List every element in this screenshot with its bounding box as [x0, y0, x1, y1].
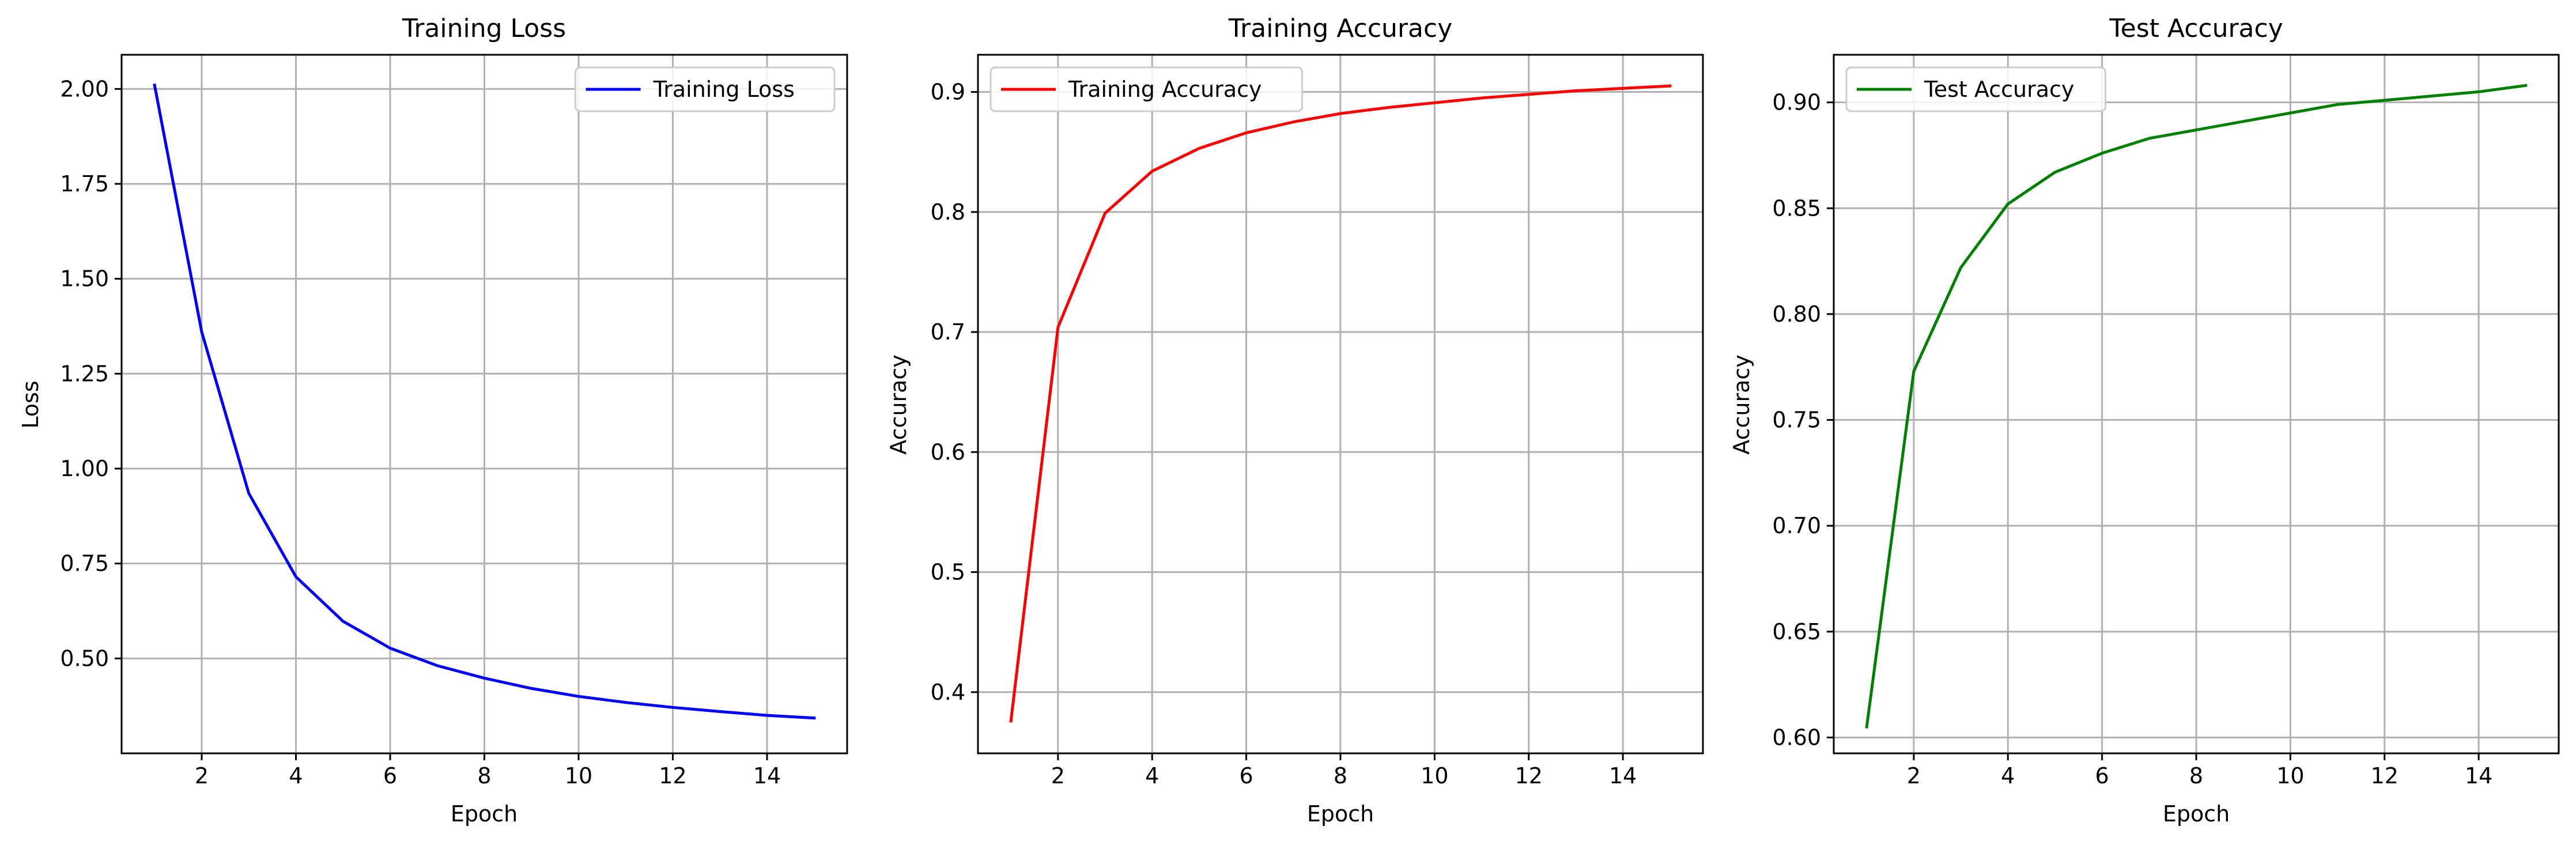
- y-axis-label: Loss: [18, 380, 43, 428]
- legend: Test Accuracy: [1845, 66, 2106, 112]
- y-axis-label: Accuracy: [1729, 354, 1754, 455]
- x-tick-label: 14: [753, 763, 781, 789]
- x-tick-label: 4: [289, 763, 303, 789]
- legend-label: Training Accuracy: [1068, 77, 1262, 102]
- y-tick-label: 1.25: [60, 361, 109, 386]
- x-tick-label: 14: [1609, 763, 1637, 789]
- x-tick-label: 2: [195, 763, 209, 789]
- x-axis-label: Epoch: [2163, 801, 2230, 827]
- x-tick-label: 10: [1421, 763, 1448, 789]
- legend: Training Loss: [575, 66, 836, 112]
- chart-title: Training Accuracy: [1228, 14, 1452, 43]
- series-line: [1009, 84, 1672, 723]
- y-tick-label: 2.00: [60, 76, 109, 101]
- x-tick-label: 12: [659, 763, 686, 789]
- x-axis-label: Epoch: [1307, 801, 1374, 827]
- x-tick-label: 12: [2371, 763, 2399, 789]
- y-axis-label: Accuracy: [886, 354, 911, 455]
- legend-box: [989, 66, 1304, 112]
- chart-title: Training Loss: [402, 14, 566, 43]
- x-tick-label: 10: [565, 763, 592, 789]
- y-tick-label: 0.9: [931, 80, 965, 105]
- x-tick-label: 12: [1515, 763, 1543, 789]
- x-tick-label: 8: [1334, 763, 1347, 789]
- legend-label: Test Accuracy: [1924, 77, 2074, 102]
- legend: Training Accuracy: [989, 66, 1304, 112]
- y-tick-label: 0.70: [1772, 513, 1821, 538]
- y-tick-label: 1.50: [60, 266, 109, 292]
- legend-label: Training Loss: [653, 77, 795, 102]
- training-loss-chart: Training Loss Epoch Loss 2 4 6 8 10 12 14 0.50 0…: [18, 14, 848, 827]
- y-tick-label: 0.65: [1772, 619, 1821, 644]
- y-tick-label: 0.6: [931, 439, 965, 465]
- x-tick-label: 6: [2095, 763, 2109, 789]
- series-line: [1865, 84, 2528, 729]
- series-line: [153, 83, 816, 720]
- y-tick-label: 0.90: [1772, 90, 1821, 115]
- y-tick-label: 1.00: [60, 456, 109, 481]
- y-tick-label: 0.75: [60, 551, 109, 576]
- y-tick-label: 0.50: [60, 646, 109, 671]
- chart-title: Test Accuracy: [2109, 14, 2283, 43]
- y-tick-label: 1.75: [60, 171, 109, 197]
- x-tick-label: 8: [2189, 763, 2203, 789]
- training-accuracy-chart: Training Accuracy Epoch Accuracy 2 4 6 8 10 1…: [886, 14, 1704, 827]
- y-tick-label: 0.7: [931, 319, 965, 345]
- y-tick-label: 0.60: [1772, 725, 1821, 750]
- legend-box: [575, 66, 836, 112]
- y-tick-label: 0.80: [1772, 301, 1821, 327]
- x-tick-label: 6: [1240, 763, 1253, 789]
- y-tick-label: 0.75: [1772, 408, 1821, 433]
- x-tick-label: 2: [1051, 763, 1065, 789]
- x-tick-label: 10: [2276, 763, 2304, 789]
- test-accuracy-chart: Test Accuracy Epoch Accuracy 2 4 6 8 10 12 14 0…: [1729, 14, 2560, 827]
- y-tick-label: 0.85: [1772, 195, 1821, 221]
- legend-box: [1845, 66, 2106, 112]
- y-tick-label: 0.8: [931, 199, 965, 225]
- x-tick-label: 8: [477, 763, 491, 789]
- x-tick-label: 2: [1907, 763, 1921, 789]
- x-axis-label: Epoch: [451, 801, 518, 827]
- x-tick-label: 4: [1145, 763, 1159, 789]
- x-tick-label: 14: [2465, 763, 2492, 789]
- y-tick-label: 0.5: [931, 560, 965, 585]
- x-tick-label: 6: [383, 763, 397, 789]
- y-tick-label: 0.4: [931, 680, 965, 705]
- x-tick-label: 4: [2001, 763, 2015, 789]
